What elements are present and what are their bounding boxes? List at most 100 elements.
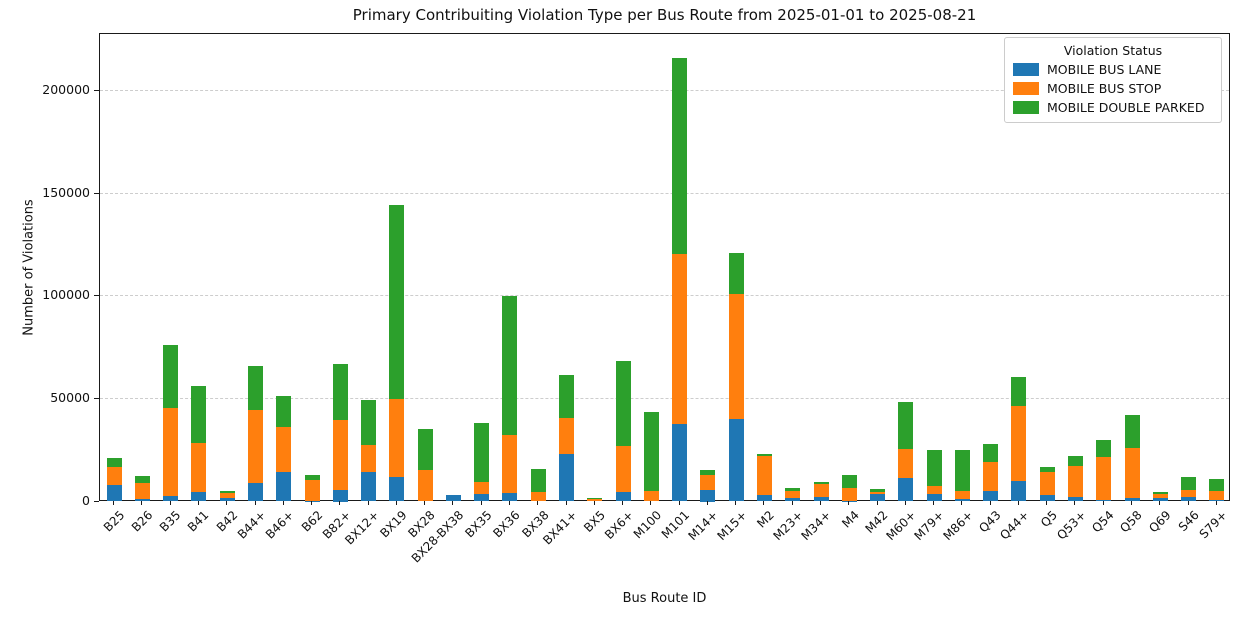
bar-segment [672,57,688,254]
x-tick-mark [480,501,482,505]
x-tick-label: M34+ [798,508,834,544]
bar-segment [276,471,292,502]
bar-segment [1067,496,1083,502]
bar-segment [700,469,716,476]
bar-segment [700,475,716,490]
bar-segment [389,204,405,400]
bar-segment [332,363,348,420]
x-tick-label: S79+ [1196,508,1230,542]
bar-segment [1181,476,1197,490]
bar-segment [1209,491,1225,501]
x-tick-mark [565,501,567,505]
bar-segment [1096,500,1112,502]
bar-segment [361,444,377,472]
legend-swatch [1013,82,1039,95]
x-tick-mark [197,501,199,505]
bar-segment [756,453,772,457]
bar-segment [361,400,377,445]
x-tick-label: Q54 [1089,508,1117,536]
bar-segment [1011,406,1027,481]
bar-segment [813,481,829,485]
bar-segment [276,426,292,472]
x-tick-label: B41 [185,508,212,535]
bar-segment [1209,500,1225,502]
y-tick-label: 200000 [42,82,90,98]
x-tick-mark [311,501,313,505]
x-tick-mark [593,501,595,505]
bar-segment [870,494,886,502]
bar-segment [502,295,518,436]
x-tick-label: M101 [659,508,693,542]
bar-segment [474,494,490,502]
bar-segment [474,481,490,495]
bar-segment [643,412,659,492]
x-tick-label: Q44+ [997,508,1032,543]
gridline [100,397,1229,399]
x-tick-label: M100 [630,508,665,542]
x-tick-mark [141,501,143,505]
y-tick-mark [94,295,99,297]
y-tick-mark [94,90,99,92]
x-tick-mark [508,501,510,505]
bar-segment [1124,498,1140,502]
bar-segment [163,408,179,497]
bar-segment [954,450,970,491]
bar-segment [502,493,518,502]
bar-segment [870,491,886,495]
bar-segment [785,497,801,502]
bar-segment [756,456,772,496]
bar-segment [700,489,716,502]
bar-segment [389,399,405,477]
x-tick-mark [1102,501,1104,505]
bar-segment [1067,455,1083,466]
bar-segment [389,476,405,502]
x-tick-mark [961,501,963,505]
bar-segment [502,435,518,494]
x-tick-mark [1017,501,1019,505]
x-tick-mark [452,501,454,505]
bar-segment [898,449,914,479]
bar-segment [530,492,546,502]
bar-segment [191,443,207,493]
x-tick-label: M4 [839,508,863,531]
bar-segment [1152,491,1168,495]
bar-segment [106,466,122,486]
x-tick-mark [791,501,793,505]
bar-segment [417,470,433,502]
bar-segment [1096,456,1112,501]
y-tick-mark [94,192,99,194]
legend-item: MOBILE BUS STOP [1013,81,1213,96]
x-tick-mark [1159,501,1161,505]
bar-segment [248,365,263,410]
bar-segment [813,496,829,502]
bar-segment [926,485,942,494]
bar-segment [672,253,688,424]
x-tick-mark [848,501,850,505]
bar-segment [106,485,122,502]
bar-segment [1181,490,1197,497]
x-axis-title: Bus Route ID [622,591,707,606]
bar-segment [219,493,235,499]
bar-segment [163,344,179,409]
bar-segment [898,401,914,450]
bar-segment [445,495,461,502]
x-tick-label: M86+ [940,508,976,544]
x-tick-label: Q5 [1038,508,1061,530]
bar-segment [191,492,207,502]
bar-segment [587,498,603,502]
x-tick-label: BX19 [377,508,410,541]
x-tick-label: Q53+ [1053,508,1089,543]
chart-title: Primary Contribuiting Violation Type per… [352,6,977,24]
x-tick-label: BX35 [462,508,495,541]
bar-segment [559,418,575,455]
x-tick-mark [282,501,284,505]
x-tick-label: M23+ [770,508,806,544]
y-axis-title: Number of Violations [21,199,37,336]
bar-segment [587,498,603,499]
y-tick-label: 50000 [50,389,90,405]
bar-segment [841,475,857,489]
bar-segment [728,253,744,295]
y-tick-mark [94,500,99,502]
bar-segment [983,444,999,462]
